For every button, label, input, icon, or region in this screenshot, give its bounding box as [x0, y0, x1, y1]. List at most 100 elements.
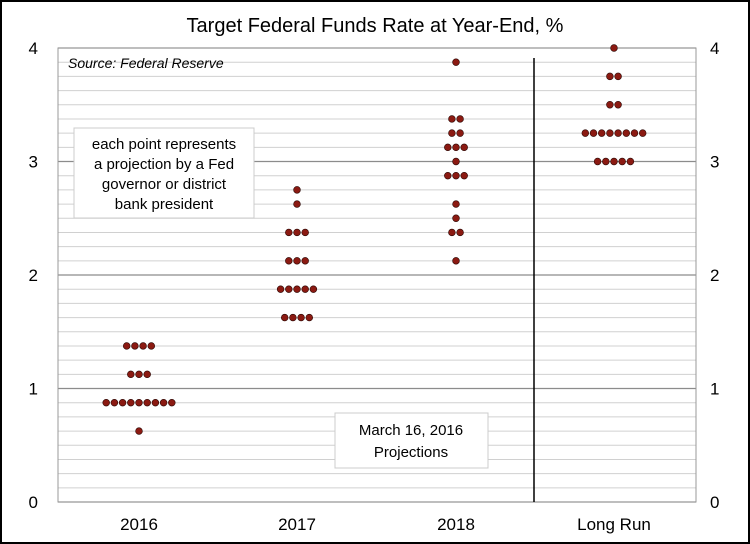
- annotation-date: March 16, 2016 Projections: [334, 412, 489, 469]
- projection-dot: [460, 143, 468, 152]
- projection-dot: [301, 257, 309, 265]
- y-tick-label-left: 3: [29, 153, 38, 172]
- x-tick-label: 2017: [278, 515, 316, 534]
- y-tick-label-right: 0: [710, 493, 719, 512]
- projection-dot: [452, 157, 460, 166]
- projection-dot: [456, 228, 464, 237]
- annotation-note-line: each point represents: [92, 136, 236, 153]
- projection-dot: [285, 228, 293, 237]
- projection-dot: [452, 58, 460, 66]
- projection-dot: [276, 285, 285, 293]
- y-tick-label-left: 4: [29, 39, 38, 58]
- annotation-date-line: March 16, 2016: [359, 422, 463, 439]
- annotation-note: each point represents a projection by a …: [73, 127, 255, 219]
- projection-dot: [309, 285, 318, 293]
- annotation-note-line: a projection by a Fed: [94, 156, 234, 173]
- projection-dot: [122, 342, 131, 350]
- projection-dot: [614, 72, 622, 81]
- projection-dot: [610, 157, 618, 166]
- projection-dot: [301, 285, 309, 293]
- projection-dot: [622, 129, 630, 137]
- projection-dots: [102, 44, 647, 435]
- annotation-date-box: [334, 412, 489, 469]
- projection-dot: [452, 143, 460, 152]
- projection-dot: [597, 129, 606, 137]
- projection-dot: [293, 200, 301, 208]
- y-axis-left: 0 1 2 3 4: [29, 39, 38, 512]
- x-axis: 2016 2017 2018 Long Run: [120, 515, 651, 534]
- projection-dot: [618, 157, 626, 166]
- projection-dot: [606, 101, 614, 109]
- annotation-note-line: bank president: [115, 196, 214, 213]
- x-tick-label: 2016: [120, 515, 158, 534]
- projection-dot: [159, 398, 168, 407]
- projection-dot: [147, 342, 156, 350]
- projection-dot: [293, 257, 301, 265]
- source-label: Source: Federal Reserve: [68, 55, 224, 71]
- y-tick-label-left: 0: [29, 493, 38, 512]
- annotation-date-line: Projections: [374, 444, 448, 461]
- projection-dot: [131, 342, 139, 350]
- projection-dot: [448, 115, 456, 123]
- projection-dot: [285, 257, 293, 265]
- projection-dot: [143, 398, 151, 407]
- y-tick-label-right: 1: [710, 380, 719, 399]
- projection-dot: [626, 157, 635, 166]
- y-tick-label-right: 4: [710, 39, 719, 58]
- y-tick-label-left: 2: [29, 266, 38, 285]
- projection-dot: [444, 143, 452, 152]
- projection-dot: [293, 228, 301, 237]
- y-axis-right: 0 1 2 3 4: [710, 39, 719, 512]
- annotation-note-box: [73, 127, 255, 219]
- projection-dot: [589, 129, 598, 137]
- projection-dot: [638, 129, 647, 137]
- y-tick-label-right: 2: [710, 266, 719, 285]
- projection-dot: [452, 257, 460, 265]
- projection-dot: [581, 129, 589, 137]
- projection-dot: [143, 370, 151, 379]
- projection-dot: [610, 44, 618, 52]
- y-tick-label-right: 3: [710, 153, 719, 172]
- projection-dot: [444, 171, 452, 180]
- chart-title: Target Federal Funds Rate at Year-End, %: [187, 15, 564, 37]
- projection-dot: [452, 200, 460, 208]
- projection-dot: [452, 214, 460, 222]
- projection-dot: [127, 398, 135, 407]
- projection-dot: [460, 171, 468, 180]
- projection-dot: [606, 129, 614, 137]
- projection-dot: [593, 157, 602, 166]
- projection-dot: [135, 370, 143, 379]
- annotation-note-line: governor or district: [102, 176, 227, 193]
- projection-dot: [110, 398, 119, 407]
- projection-dot: [448, 129, 456, 137]
- projection-dot: [456, 129, 464, 137]
- projection-dot: [289, 313, 297, 322]
- projection-dot: [285, 285, 293, 293]
- projection-dot: [614, 129, 622, 137]
- projection-dot: [602, 157, 610, 166]
- projection-dot: [102, 398, 110, 407]
- projection-dot: [127, 370, 135, 379]
- x-tick-label: Long Run: [577, 515, 651, 534]
- projection-dot: [281, 313, 289, 322]
- projection-dot: [293, 186, 301, 194]
- plot-area-border: [57, 47, 697, 503]
- grid-lines: [58, 47, 696, 503]
- projection-dot: [456, 115, 464, 123]
- projection-dot: [139, 342, 147, 350]
- projection-dot: [606, 72, 614, 81]
- projection-dot: [448, 228, 456, 237]
- projection-dot: [135, 398, 143, 407]
- x-tick-label: 2018: [437, 515, 475, 534]
- projection-dot: [452, 171, 460, 180]
- projection-dot: [151, 398, 160, 407]
- projection-dot: [630, 129, 639, 137]
- y-tick-label-left: 1: [29, 380, 38, 399]
- projection-dot: [614, 101, 622, 109]
- projection-dot: [297, 313, 305, 322]
- projection-dot: [301, 228, 309, 237]
- projection-dot: [293, 285, 301, 293]
- projection-dot: [168, 398, 176, 407]
